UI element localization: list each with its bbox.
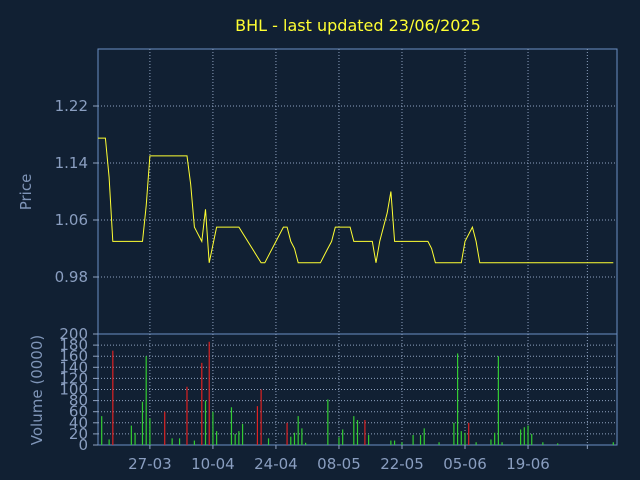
price-y-axis-label: Price: [17, 174, 35, 211]
price-grid: [98, 49, 617, 334]
price-panel: 0.98 1.06 1.14 1.22 Price: [17, 48, 618, 335]
price-y-tick-label: 1.14: [55, 154, 88, 172]
x-tick-label: 27-03: [128, 455, 172, 473]
volume-bars: [101, 341, 614, 445]
price-y-tick-label: 1.22: [55, 97, 88, 115]
x-tick-label: 19-06: [506, 455, 550, 473]
volume-y-tick-label: 180: [59, 336, 88, 354]
x-tick-label: 05-06: [443, 455, 487, 473]
volume-y-tick-label: 120: [59, 369, 88, 387]
chart-title: BHL - last updated 23/06/2025: [235, 16, 481, 35]
x-tick-label: 10-04: [191, 455, 235, 473]
volume-y-tick-label: 160: [59, 347, 88, 365]
price-line: [98, 137, 614, 264]
volume-y-tick-label: 100: [59, 381, 88, 399]
x-tick-label: 24-04: [254, 455, 298, 473]
volume-y-tick-label: 0: [78, 436, 88, 454]
volume-y-tick-label: 40: [69, 414, 88, 432]
price-y-tick-label: 0.98: [55, 268, 88, 286]
x-axis-ticks: 27-03 10-04 24-04 08-05 22-05 05-06 19-06: [128, 445, 588, 473]
price-y-tick-label: 1.06: [55, 211, 88, 229]
volume-y-tick-label: 60: [69, 403, 88, 421]
volume-y-axis-label: Volume (0000): [28, 335, 46, 445]
volume-y-tick-label: 80: [69, 392, 88, 410]
volume-grid: [98, 334, 617, 445]
x-tick-label: 08-05: [317, 455, 361, 473]
volume-y-tick-label: 200: [59, 325, 88, 343]
volume-y-tick-label: 140: [59, 358, 88, 376]
price-y-ticks: 0.98 1.06 1.14 1.22: [55, 97, 98, 286]
volume-y-tick-label: 20: [69, 425, 88, 443]
x-tick-label: 22-05: [380, 455, 424, 473]
